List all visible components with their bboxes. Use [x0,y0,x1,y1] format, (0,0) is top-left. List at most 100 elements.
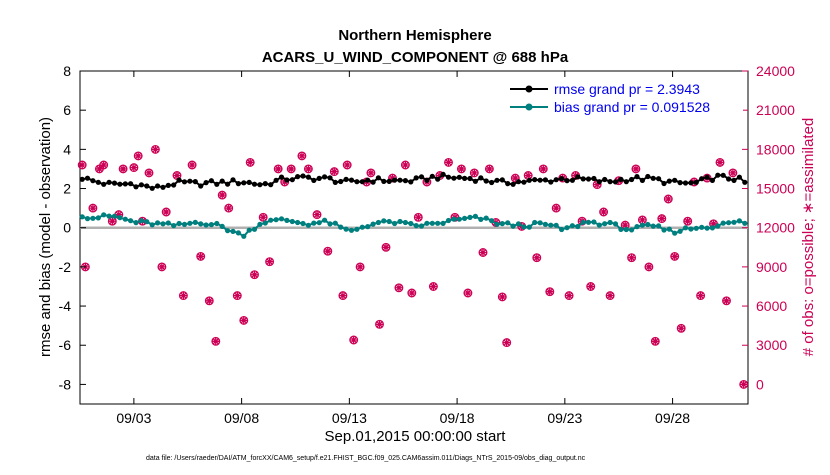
bias-point [273,217,279,223]
rmse-point [106,179,112,185]
obs-assimilated-marker [349,336,358,345]
bias-point [106,213,112,219]
bias-point [418,223,425,229]
rmse-point [451,175,457,181]
rmse-point [666,178,672,184]
rmse-point [117,181,123,187]
rmse-point [413,175,419,181]
bias-point [176,220,182,227]
rmse-point [138,182,144,188]
axes-group: 8 6 4 2 0 -2 -4 -6 -8 24000 21000 18000 15000 12000 90… [59,63,796,426]
bias-point [489,218,495,224]
bias-point [688,226,694,232]
bias-point [117,215,123,221]
rmse-point [526,177,532,183]
legend-rmse-label: rmse grand pr = 2.3943 [554,81,700,97]
rmse-point [176,177,182,183]
bias-point [715,223,721,229]
obs-assimilated-marker [470,168,479,177]
bias-point [101,212,107,218]
bias-point [284,217,290,223]
bias-point [607,219,613,226]
y-tick-label-left: -8 [59,376,72,392]
obs-assimilated-marker [606,291,615,300]
rmse-point [165,182,171,188]
rmse-point [672,177,678,183]
rmse-line [81,173,746,190]
bias-point [257,221,263,227]
bias-point [122,216,128,222]
bias-point [230,228,236,234]
rmse-point [268,182,274,188]
rmse-point [343,176,349,182]
obs-assimilated-marker [435,171,444,180]
y-tick-label-left: 8 [63,63,71,79]
obs-assimilated-marker [485,164,494,173]
rmse-point [682,180,689,186]
rmse-point [111,180,118,186]
obs-assimilated-marker [265,257,274,266]
y-axis-label-right: # of obs: o=possible; ∗=assimilated [800,118,817,357]
rmse-point [569,177,576,183]
rmse-point [155,183,161,189]
rmse-point [122,181,128,187]
bias-point [160,221,166,227]
obs-assimilated-marker [297,151,306,160]
bias-point [392,220,398,227]
rmse-point [731,177,737,183]
y-tick-label-left: 2 [63,181,71,197]
obs-assimilated-marker [565,291,574,300]
rmse-point [629,176,635,183]
obs-assimilated-marker [670,252,679,261]
bias-point [456,216,462,222]
rmse-point [278,174,285,180]
bias-point [440,220,446,226]
bias-point [526,224,532,230]
rmse-point [688,180,694,186]
obs-assimilated-marker [119,164,128,173]
obs-assimilated-marker [539,164,548,173]
obs-assimilated-marker [631,164,640,173]
rmse-point [542,177,549,183]
rmse-point [478,175,484,181]
obs-assimilated-marker [239,316,248,325]
bias-point [208,222,214,228]
obs-assimilated-marker [401,161,410,170]
obs-assimilated-marker [343,161,352,170]
bias-point [548,222,554,228]
bias-point [343,226,349,232]
rmse-point [440,171,446,177]
bias-point [262,220,268,226]
rmse-point [623,179,629,185]
legend-bias-marker [525,103,533,111]
bias-point [429,220,435,226]
rmse-point [612,179,619,185]
rmse-point [192,179,198,185]
legend-rmse-marker [525,85,533,93]
bias-point [370,221,376,227]
rmse-point [284,177,290,183]
obs-assimilated-marker [246,158,255,167]
obs-assimilated-marker [280,178,289,186]
bias-point [462,215,468,221]
bias-point [666,226,672,232]
rmse-point [677,180,683,186]
obs-assimilated-marker [722,296,731,305]
rmse-point [564,178,570,184]
rmse-point [311,177,317,183]
rmse-point [133,184,139,190]
rmse-point [424,177,430,183]
rmse-point [370,179,376,185]
bias-point [467,214,473,220]
rmse-point [575,174,581,180]
rmse-point [709,177,716,183]
bias-point [365,224,371,230]
rmse-point [187,178,193,184]
obs-assimilated-marker [172,171,181,180]
y-tick-label-right: 24000 [756,63,795,79]
bias-point [677,228,683,234]
obs-assimilated-marker [129,163,138,172]
legend-bias-label: bias grand pr = 0.091528 [554,99,710,115]
obs-assimilated-marker [621,221,630,230]
